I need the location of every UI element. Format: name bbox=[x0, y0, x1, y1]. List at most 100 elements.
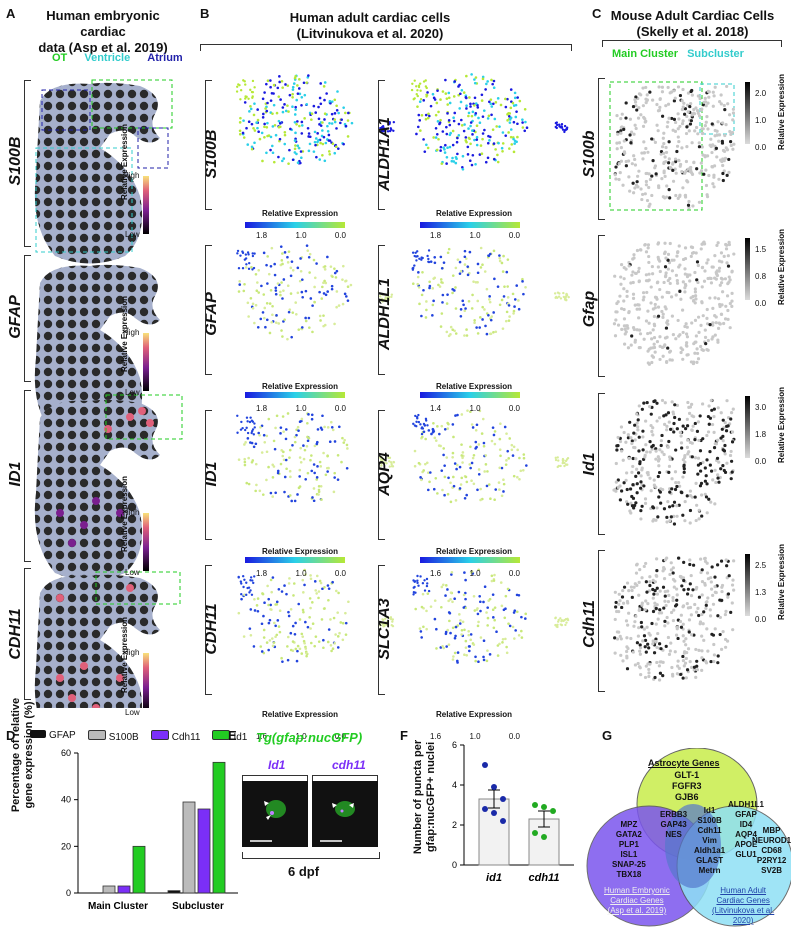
umap-point bbox=[655, 401, 659, 405]
umap-point bbox=[523, 107, 527, 111]
umap-point bbox=[657, 678, 662, 682]
umap-point bbox=[711, 335, 715, 339]
umap-point bbox=[413, 254, 416, 258]
umap-point bbox=[476, 488, 479, 492]
umap-point bbox=[344, 611, 347, 615]
umap-point bbox=[695, 503, 699, 507]
umap-point bbox=[643, 497, 648, 501]
umap-point bbox=[435, 148, 439, 152]
umap-point bbox=[479, 609, 482, 613]
umap-point bbox=[658, 671, 663, 675]
umap-point bbox=[460, 633, 463, 636]
umap-point bbox=[458, 260, 462, 264]
umap-point bbox=[557, 464, 560, 468]
umap-point bbox=[478, 326, 481, 329]
umap-point bbox=[287, 110, 290, 113]
panel-c-bracket-row bbox=[598, 550, 605, 692]
umap-point bbox=[703, 466, 707, 470]
umap-point bbox=[320, 618, 324, 621]
umap-point bbox=[722, 103, 726, 108]
umap-point bbox=[627, 310, 631, 315]
umap-point bbox=[694, 251, 698, 255]
umap-point bbox=[725, 461, 729, 465]
umap-point bbox=[653, 589, 657, 593]
colorbar bbox=[420, 557, 520, 563]
x-tick-label: Main Cluster bbox=[88, 901, 148, 912]
umap-point bbox=[635, 108, 639, 112]
umap-point bbox=[252, 645, 256, 648]
umap-point bbox=[286, 658, 290, 662]
umap-point bbox=[652, 592, 656, 596]
umap-point bbox=[305, 652, 308, 655]
umap-point bbox=[315, 262, 318, 265]
umap-point bbox=[632, 253, 636, 257]
umap-point bbox=[481, 263, 484, 267]
umap-point bbox=[415, 259, 418, 262]
umap-point bbox=[249, 634, 253, 637]
umap-point bbox=[482, 441, 486, 445]
umap-point bbox=[258, 489, 262, 493]
umap-point bbox=[338, 425, 341, 429]
umap-point bbox=[286, 645, 289, 648]
umap-point bbox=[305, 654, 308, 658]
umap-point bbox=[624, 267, 628, 271]
umap-point bbox=[308, 597, 312, 600]
umap-point bbox=[706, 127, 710, 131]
umap-point bbox=[473, 138, 476, 142]
umap-point bbox=[689, 573, 693, 578]
umap-point bbox=[472, 643, 476, 646]
umap-point bbox=[646, 331, 650, 336]
umap-point bbox=[652, 651, 657, 655]
umap-point bbox=[322, 638, 325, 642]
umap-point bbox=[492, 616, 495, 619]
umap-point bbox=[331, 647, 335, 651]
umap-point bbox=[726, 102, 730, 106]
umap-point bbox=[709, 398, 713, 403]
umap-point bbox=[729, 449, 733, 454]
umap-point bbox=[323, 118, 326, 121]
umap-point bbox=[674, 159, 678, 164]
data-point bbox=[541, 804, 547, 810]
umap-point bbox=[309, 574, 312, 577]
umap-point bbox=[276, 282, 280, 285]
umap-point bbox=[554, 616, 557, 620]
umap-point bbox=[655, 574, 659, 578]
umap-point bbox=[317, 105, 320, 109]
umap-point bbox=[388, 465, 391, 468]
umap-point bbox=[719, 102, 723, 106]
umap-point bbox=[726, 308, 730, 313]
umap-point bbox=[634, 95, 638, 99]
umap-point bbox=[346, 135, 350, 138]
umap-point bbox=[668, 572, 672, 577]
umap-point bbox=[300, 95, 304, 99]
umap-point bbox=[259, 425, 262, 429]
umap-point bbox=[703, 335, 708, 339]
umap-point bbox=[307, 436, 311, 440]
umap-point bbox=[248, 627, 252, 630]
umap-point bbox=[712, 185, 716, 189]
umap-point bbox=[323, 112, 327, 116]
umap-point bbox=[437, 137, 440, 141]
umap-point bbox=[513, 305, 516, 308]
umap-point bbox=[638, 248, 643, 252]
umap-point bbox=[477, 443, 481, 446]
umap-point bbox=[330, 649, 333, 653]
umap-point bbox=[476, 106, 480, 109]
umap-point bbox=[468, 96, 471, 99]
umap-point bbox=[626, 159, 631, 163]
umap-point bbox=[245, 426, 248, 430]
umap-point bbox=[271, 151, 275, 155]
umap-point bbox=[488, 300, 492, 304]
umap-point bbox=[612, 322, 617, 326]
umap-point bbox=[463, 123, 466, 126]
panel-c-bracket-row bbox=[598, 235, 605, 377]
umap-point bbox=[630, 494, 634, 499]
umap-point bbox=[313, 276, 317, 280]
heart-map-cdh11 bbox=[34, 571, 181, 708]
umap-point bbox=[458, 487, 462, 490]
umap-point bbox=[696, 111, 700, 115]
umap-point bbox=[256, 609, 260, 613]
umap-point bbox=[346, 119, 350, 122]
umap-point bbox=[722, 449, 727, 453]
umap-point bbox=[425, 627, 428, 631]
